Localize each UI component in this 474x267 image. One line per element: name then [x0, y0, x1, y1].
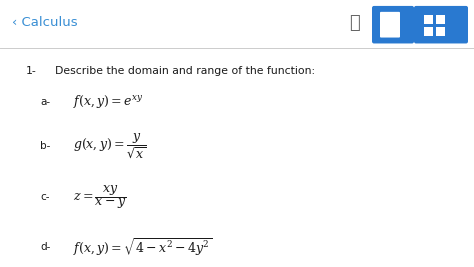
Text: $z = \dfrac{xy}{x - y}$: $z = \dfrac{xy}{x - y}$ [73, 183, 127, 211]
Bar [436, 15, 445, 24]
Text: 1-: 1- [26, 66, 37, 76]
Text: Describe the domain and range of the function:: Describe the domain and range of the fun… [55, 66, 315, 76]
FancyBboxPatch shape [414, 6, 468, 44]
Text: d-: d- [40, 242, 51, 252]
Text: c-: c- [40, 192, 50, 202]
Bar [424, 27, 433, 36]
Text: ⌕: ⌕ [350, 14, 360, 32]
Bar [436, 27, 445, 36]
Bar [424, 15, 433, 24]
Text: $f(x, y) = e^{xy}$: $f(x, y) = e^{xy}$ [73, 93, 144, 110]
FancyBboxPatch shape [380, 12, 400, 38]
FancyBboxPatch shape [372, 6, 414, 44]
Text: ‹ Calculus: ‹ Calculus [12, 16, 78, 29]
Text: a-: a- [40, 97, 50, 107]
Text: $f(x, y) = \sqrt{4 - x^2 - 4y^2}$: $f(x, y) = \sqrt{4 - x^2 - 4y^2}$ [73, 237, 213, 258]
Text: b-: b- [40, 141, 51, 151]
Text: $g(x, y) = \dfrac{y}{\sqrt{x}}$: $g(x, y) = \dfrac{y}{\sqrt{x}}$ [73, 132, 147, 161]
